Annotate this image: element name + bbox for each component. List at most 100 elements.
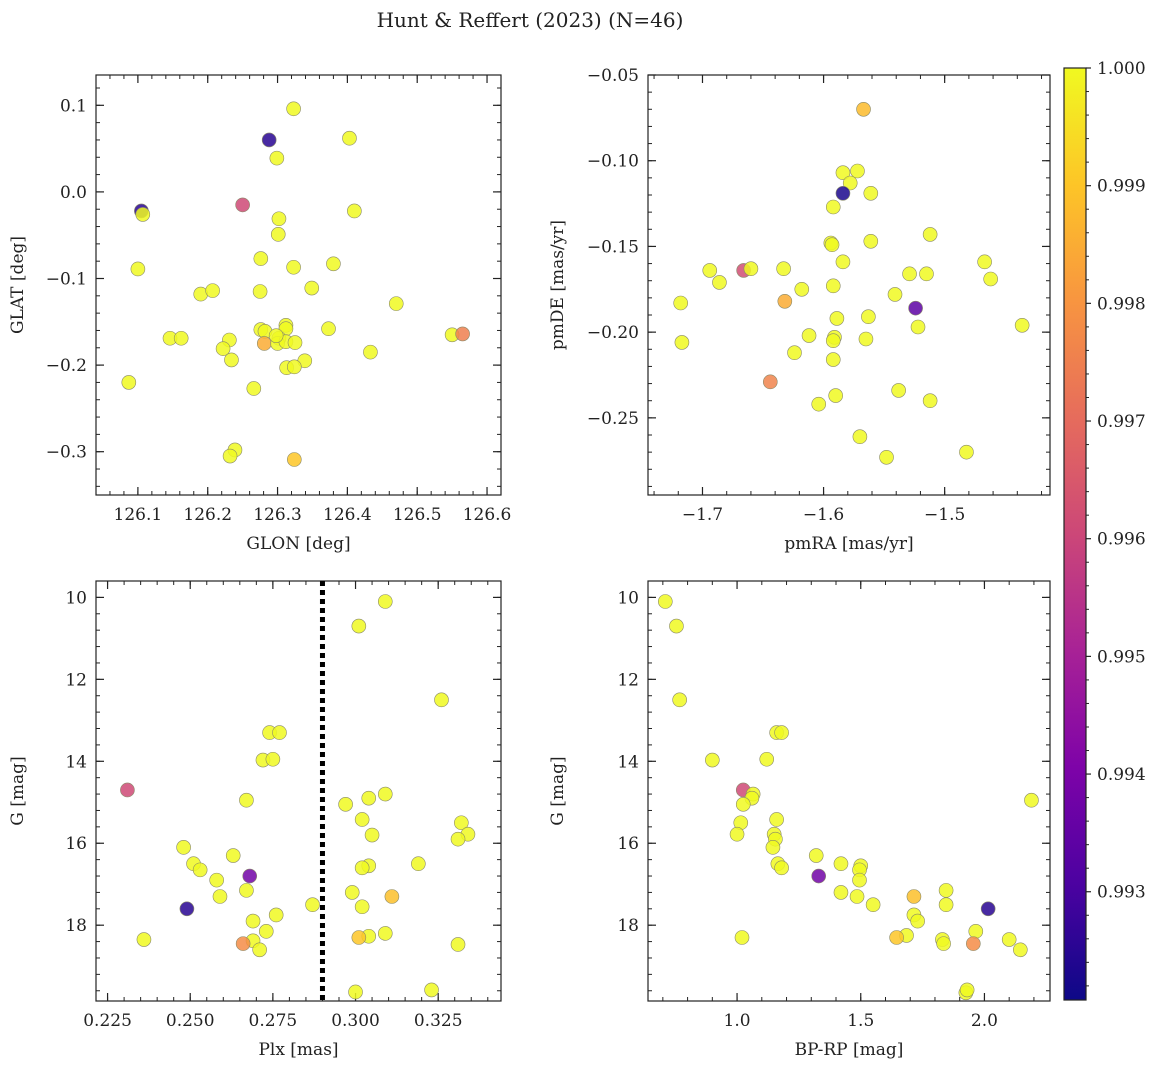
- scatter-panels: 126.1 126.2 126.3 126.4 126.5 126.6 0.1 0.0 −0.1…: [8, 66, 1051, 1060]
- data-point: [858, 331, 874, 347]
- data-point: [765, 840, 781, 855]
- colorbar-tick-label: 0.996: [1097, 530, 1146, 550]
- data-point: [271, 211, 287, 227]
- data-point: [759, 751, 775, 767]
- data-point: [338, 797, 353, 812]
- data-point: [908, 300, 923, 316]
- colorbar-tick-label: 1.000: [1097, 59, 1146, 79]
- data-point: [272, 725, 287, 740]
- data-point: [658, 594, 673, 609]
- y-tick-label: 12: [617, 670, 639, 690]
- y-tick-label: 0.0: [60, 183, 87, 203]
- data-point: [364, 827, 380, 843]
- data-point: [225, 848, 241, 863]
- colorbar-tick-label: 0.998: [1097, 294, 1146, 314]
- data-point: [287, 452, 302, 467]
- data-point: [833, 856, 849, 872]
- data-point: [246, 381, 262, 396]
- data-point: [361, 790, 377, 806]
- colorbar-tick-label: 0.993: [1097, 883, 1146, 903]
- data-point: [705, 752, 720, 768]
- x-tick-label: −1.6: [803, 505, 844, 525]
- data-point: [287, 335, 303, 350]
- x-tick-label: 0.250: [166, 1011, 215, 1031]
- data-point: [850, 163, 865, 179]
- x-tick-label: 0.300: [331, 1011, 380, 1031]
- data-point: [863, 185, 879, 201]
- data-points: [121, 101, 470, 467]
- data-point: [377, 786, 393, 802]
- data-point: [286, 101, 301, 117]
- y-axis-label: G [mag]: [8, 756, 28, 825]
- data-point: [919, 266, 934, 282]
- y-tick-label: 16: [617, 834, 639, 854]
- figure-title: Hunt & Reffert (2023) (N=46): [377, 8, 684, 32]
- data-point: [794, 281, 810, 297]
- x-tick-label: 1.5: [847, 1011, 874, 1031]
- data-point: [938, 883, 954, 898]
- y-axis-label: GLAT [deg]: [8, 236, 28, 334]
- x-axis-label: Plx [mas]: [258, 1040, 338, 1060]
- data-point: [938, 897, 954, 913]
- data-point: [363, 344, 378, 360]
- data-point: [1014, 317, 1030, 333]
- data-point: [384, 889, 400, 904]
- data-point: [743, 261, 759, 277]
- data-point: [1013, 942, 1028, 958]
- x-tick-label: 126.2: [183, 505, 232, 525]
- y-tick-label: −0.15: [587, 237, 639, 257]
- data-point: [673, 295, 688, 311]
- y-tick-label: −0.20: [587, 323, 639, 343]
- data-point: [829, 311, 845, 326]
- data-points: [658, 594, 1039, 1001]
- data-point: [354, 860, 370, 876]
- data-point: [835, 165, 851, 181]
- colorbar-gradient: [1063, 67, 1087, 1001]
- data-point: [347, 203, 362, 219]
- data-point: [922, 227, 938, 242]
- data-point: [669, 618, 684, 634]
- data-point: [192, 862, 208, 878]
- data-point: [801, 328, 817, 343]
- data-point: [811, 396, 827, 412]
- data-point: [856, 101, 871, 117]
- data-point: [354, 899, 370, 915]
- data-point: [824, 237, 840, 253]
- data-point: [450, 937, 466, 952]
- data-point: [828, 388, 843, 403]
- data-point: [849, 889, 865, 904]
- y-tick-label: 14: [617, 752, 639, 772]
- data-point: [734, 930, 750, 945]
- y-tick-label: −0.10: [587, 152, 639, 172]
- y-tick-label: −0.05: [587, 66, 639, 86]
- data-point: [326, 256, 341, 272]
- data-point: [212, 889, 228, 904]
- data-point: [906, 889, 922, 904]
- data-point: [455, 326, 470, 342]
- data-point: [910, 913, 925, 929]
- data-point: [252, 942, 267, 958]
- data-point: [891, 383, 906, 398]
- data-point: [674, 335, 690, 350]
- data-point: [351, 930, 367, 945]
- data-point: [354, 812, 370, 827]
- data-point: [902, 266, 917, 282]
- panel-2: −1.7 −1.6 −1.5 −0.05 −0.10 −0.15 −0.20 −0.25 pmR…: [548, 66, 1051, 554]
- y-tick-label: −0.3: [46, 443, 87, 463]
- y-tick-label: 14: [65, 752, 87, 772]
- data-point: [321, 321, 336, 337]
- panel-1: 126.1 126.2 126.3 126.4 126.5 126.6 0.1 0.0 −0.1…: [8, 74, 511, 554]
- data-point: [863, 233, 879, 249]
- data-point: [729, 826, 745, 842]
- x-axis-label: GLON [deg]: [246, 534, 350, 554]
- data-point: [239, 792, 254, 808]
- data-point: [968, 924, 984, 939]
- data-point: [173, 330, 189, 346]
- data-point: [672, 692, 687, 708]
- data-point: [454, 815, 469, 831]
- data-point: [209, 872, 224, 888]
- data-point: [852, 872, 867, 888]
- data-point: [265, 751, 281, 767]
- data-point: [777, 293, 793, 309]
- y-axis-label: G [mag]: [548, 756, 568, 825]
